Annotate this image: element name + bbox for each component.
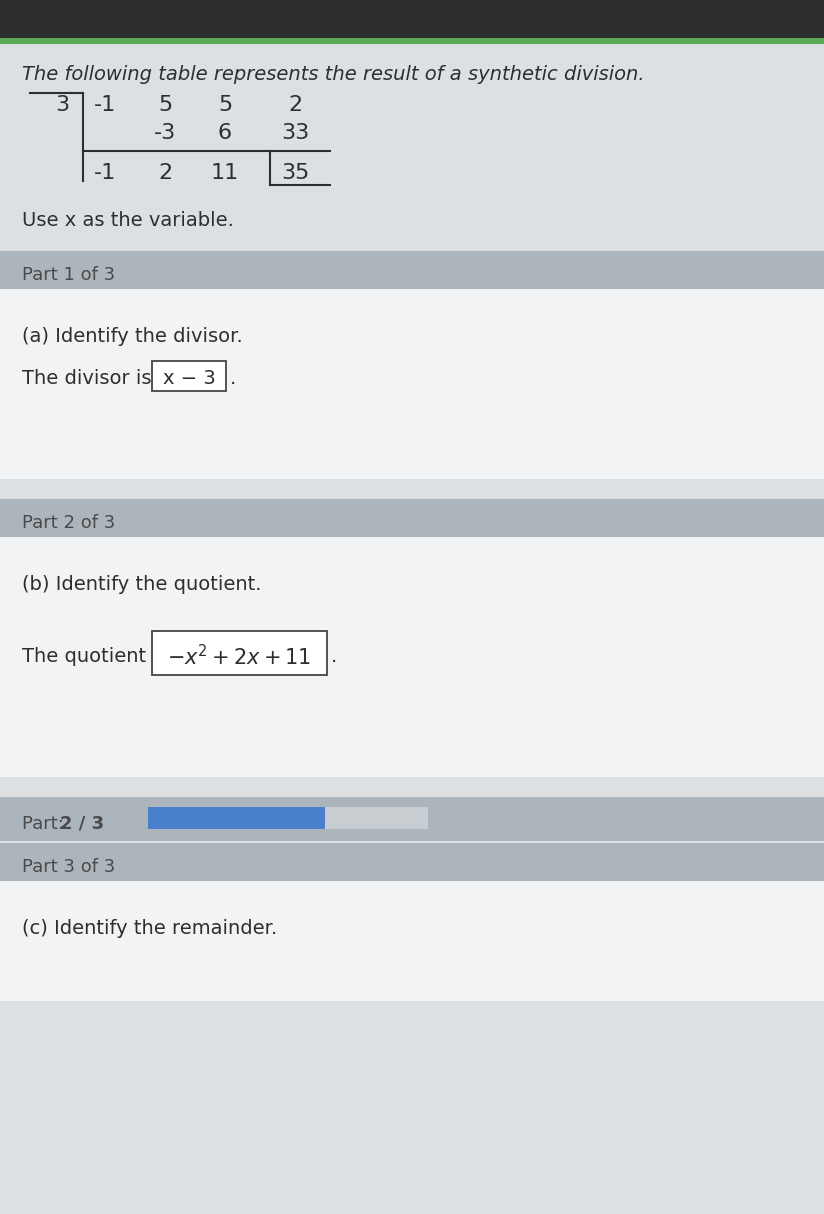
Bar <box>0 843 824 881</box>
Bar <box>0 537 824 777</box>
Bar <box>152 631 327 675</box>
Text: 3: 3 <box>55 95 69 115</box>
Text: Part 3 of 3: Part 3 of 3 <box>22 858 115 877</box>
Text: Part 2 of 3: Part 2 of 3 <box>22 514 115 532</box>
Text: (c) Identify the remainder.: (c) Identify the remainder. <box>22 919 277 938</box>
Text: Part 1 of 3: Part 1 of 3 <box>22 266 115 284</box>
Text: 2 / 3: 2 / 3 <box>60 815 104 833</box>
Text: $-x^{2} + 2x + 11$: $-x^{2} + 2x + 11$ <box>167 645 311 670</box>
Text: 35: 35 <box>281 163 309 183</box>
Bar <box>0 251 824 289</box>
Text: (a) Identify the divisor.: (a) Identify the divisor. <box>22 327 243 346</box>
Bar <box>0 881 824 1002</box>
Text: 5: 5 <box>158 95 172 115</box>
Bar <box>0 798 824 841</box>
Bar <box>152 361 226 391</box>
Text: 33: 33 <box>281 123 309 143</box>
Text: 2: 2 <box>158 163 172 183</box>
Text: Use x as the variable.: Use x as the variable. <box>22 211 234 229</box>
Text: (b) Identify the quotient.: (b) Identify the quotient. <box>22 575 261 594</box>
Text: 2: 2 <box>288 95 302 115</box>
Text: The following table represents the result of a synthetic division.: The following table represents the resul… <box>22 66 644 84</box>
Text: .: . <box>331 647 337 666</box>
Text: -1: -1 <box>94 95 116 115</box>
Text: The divisor is: The divisor is <box>22 369 152 388</box>
Text: The quotient is: The quotient is <box>22 647 168 666</box>
Text: -3: -3 <box>154 123 176 143</box>
Bar <box>148 807 428 829</box>
Text: 11: 11 <box>211 163 239 183</box>
Bar <box>0 0 824 38</box>
Bar <box>0 499 824 537</box>
Bar <box>0 38 824 44</box>
Bar <box>148 807 325 829</box>
Text: Part:: Part: <box>22 815 69 833</box>
Text: 5: 5 <box>218 95 232 115</box>
Text: 6: 6 <box>218 123 232 143</box>
Text: x − 3: x − 3 <box>162 369 215 388</box>
Text: .: . <box>230 369 236 388</box>
Bar <box>0 289 824 480</box>
Text: -1: -1 <box>94 163 116 183</box>
